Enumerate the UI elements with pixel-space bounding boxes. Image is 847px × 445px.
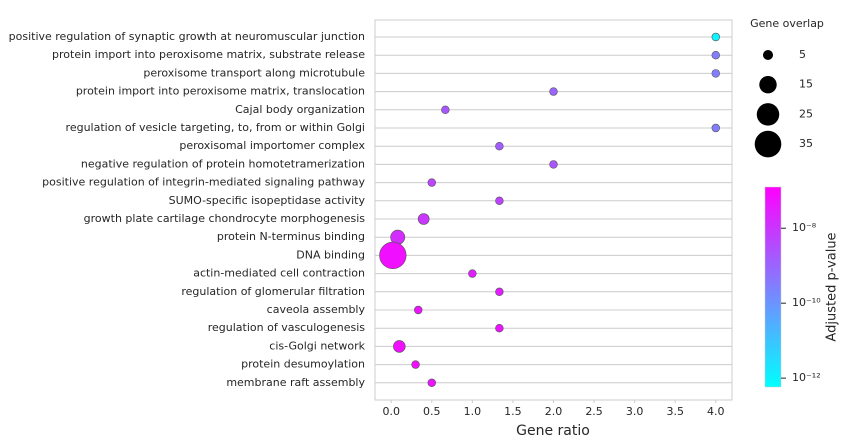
y-tick-label: DNA binding bbox=[296, 248, 365, 261]
y-tick-label: regulation of glomerular filtration bbox=[181, 285, 365, 298]
dot bbox=[441, 105, 450, 114]
dot bbox=[549, 160, 558, 169]
dot bbox=[411, 360, 420, 369]
x-tick-label: 1.0 bbox=[464, 405, 482, 418]
y-tick-label: protein desumoylation bbox=[241, 358, 365, 371]
colorbar bbox=[764, 186, 782, 388]
plot-frame bbox=[374, 19, 733, 401]
colorbar-tick-label: 10⁻⁸ bbox=[792, 221, 817, 234]
y-tick-label: cis-Golgi network bbox=[269, 339, 365, 352]
x-tick-label: 3.0 bbox=[626, 405, 644, 418]
dot bbox=[427, 378, 436, 387]
y-tick-label: membrane raft assembly bbox=[226, 376, 365, 389]
x-tick-label: 1.5 bbox=[504, 405, 522, 418]
dot bbox=[468, 269, 477, 278]
dot bbox=[495, 287, 504, 296]
size-legend-label: 25 bbox=[799, 107, 813, 120]
size-legend-label: 15 bbox=[799, 78, 813, 91]
y-tick-label: SUMO-specific isopeptidase activity bbox=[169, 194, 366, 207]
size-legend-label: 5 bbox=[799, 48, 806, 61]
dot bbox=[549, 87, 558, 96]
y-tick-label: Cajal body organization bbox=[235, 103, 365, 116]
dot bbox=[427, 178, 436, 187]
dot bbox=[711, 69, 720, 78]
y-tick-label: peroxisome transport along microtubule bbox=[143, 66, 365, 79]
x-tick-label: 2.0 bbox=[545, 405, 563, 418]
size-legend-label: 35 bbox=[799, 137, 813, 150]
colorbar-tick-label: 10⁻¹⁰ bbox=[792, 296, 821, 309]
dot bbox=[711, 51, 720, 60]
y-tick-label: positive regulation of integrin-mediated… bbox=[42, 176, 365, 189]
y-tick-label: growth plate cartilage chondrocyte morph… bbox=[84, 212, 366, 225]
dot bbox=[393, 340, 406, 353]
dot bbox=[495, 196, 504, 205]
dot bbox=[711, 32, 720, 42]
x-tick-label: 0.0 bbox=[382, 405, 400, 418]
size-legend-dot bbox=[759, 75, 777, 94]
y-tick-label: protein N-terminus binding bbox=[217, 230, 365, 243]
y-tick-label: protein import into peroxisome matrix, s… bbox=[52, 48, 365, 61]
colorbar-label: Adjusted p-value bbox=[825, 232, 840, 341]
x-tick-label: 0.5 bbox=[423, 405, 441, 418]
size-legend-title: Gene overlap bbox=[750, 17, 824, 30]
size-legend-dot bbox=[754, 130, 782, 158]
y-tick-label: actin-mediated cell contraction bbox=[193, 267, 365, 280]
size-legend-dot bbox=[756, 103, 780, 126]
dot bbox=[711, 123, 720, 133]
y-tick-label: peroxisomal importomer complex bbox=[179, 139, 365, 152]
y-tick-label: protein import into peroxisome matrix, t… bbox=[76, 85, 365, 98]
dot bbox=[379, 241, 407, 270]
colorbar-tick-label: 10⁻¹² bbox=[792, 371, 821, 384]
x-tick-label: 2.5 bbox=[585, 405, 603, 418]
size-legend-dot bbox=[762, 49, 774, 61]
x-axis-label: Gene ratio bbox=[516, 423, 590, 439]
y-tick-label: regulation of vasculogenesis bbox=[208, 321, 366, 334]
x-tick-label: 3.5 bbox=[666, 405, 684, 418]
y-tick-label: regulation of vesicle targeting, to, fro… bbox=[66, 121, 365, 134]
x-tick-label: 4.0 bbox=[707, 405, 725, 418]
dot bbox=[495, 324, 504, 333]
y-tick-label: caveola assembly bbox=[267, 303, 366, 316]
y-tick-label: negative regulation of protein homotetra… bbox=[81, 157, 365, 170]
y-tick-label: positive regulation of synaptic growth a… bbox=[9, 30, 365, 43]
dot bbox=[414, 305, 423, 315]
dot bbox=[417, 213, 430, 225]
dot bbox=[495, 142, 504, 151]
